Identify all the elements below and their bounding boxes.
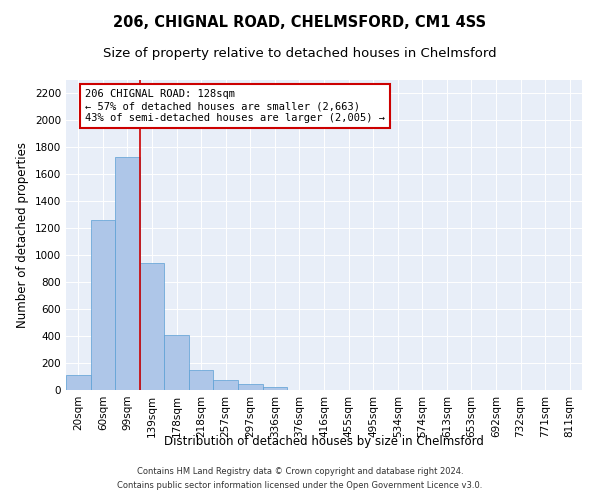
Bar [66,375,91,390]
Bar [214,380,238,390]
Bar [238,384,263,390]
Y-axis label: Number of detached properties: Number of detached properties [16,142,29,328]
Bar [115,157,140,390]
Text: Distribution of detached houses by size in Chelmsford: Distribution of detached houses by size … [164,435,484,448]
Text: Contains HM Land Registry data © Crown copyright and database right 2024.: Contains HM Land Registry data © Crown c… [137,468,463,476]
Text: 206 CHIGNAL ROAD: 128sqm
← 57% of detached houses are smaller (2,663)
43% of sem: 206 CHIGNAL ROAD: 128sqm ← 57% of detach… [85,90,385,122]
Bar [91,220,115,390]
Text: Size of property relative to detached houses in Chelmsford: Size of property relative to detached ho… [103,48,497,60]
Bar [140,264,164,390]
Text: 206, CHIGNAL ROAD, CHELMSFORD, CM1 4SS: 206, CHIGNAL ROAD, CHELMSFORD, CM1 4SS [113,15,487,30]
Bar [263,387,287,390]
Bar [189,370,214,390]
Bar [164,336,189,390]
Text: Contains public sector information licensed under the Open Government Licence v3: Contains public sector information licen… [118,481,482,490]
